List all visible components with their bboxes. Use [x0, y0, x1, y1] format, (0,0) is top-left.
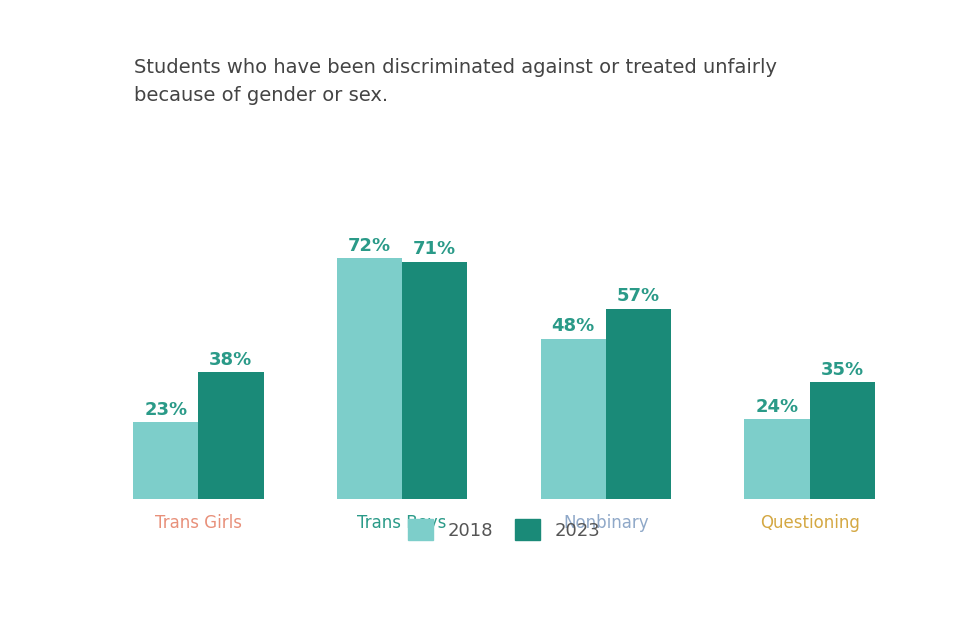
Text: 35%: 35% [821, 361, 864, 379]
Bar [199, 372, 264, 499]
Text: Trans Girls: Trans Girls [155, 515, 242, 532]
Text: 24%: 24% [756, 397, 799, 415]
Text: Questioning: Questioning [759, 515, 859, 532]
Bar [809, 382, 875, 499]
Bar [606, 308, 671, 499]
Legend: 2018, 2023: 2018, 2023 [398, 510, 610, 549]
Bar [337, 259, 402, 499]
Bar [540, 339, 606, 499]
Bar [133, 422, 199, 499]
Text: 38%: 38% [209, 351, 252, 369]
Text: 72%: 72% [348, 237, 391, 255]
Bar [402, 262, 468, 499]
Text: 57%: 57% [617, 287, 660, 305]
Text: Nonbinary: Nonbinary [564, 515, 649, 532]
Text: Trans Boys: Trans Boys [357, 515, 446, 532]
Bar [744, 419, 809, 499]
Text: 71%: 71% [413, 241, 456, 259]
Text: Students who have been discriminated against or treated unfairly
because of gend: Students who have been discriminated aga… [134, 58, 778, 104]
Text: 23%: 23% [144, 401, 187, 419]
Text: 48%: 48% [552, 317, 595, 335]
